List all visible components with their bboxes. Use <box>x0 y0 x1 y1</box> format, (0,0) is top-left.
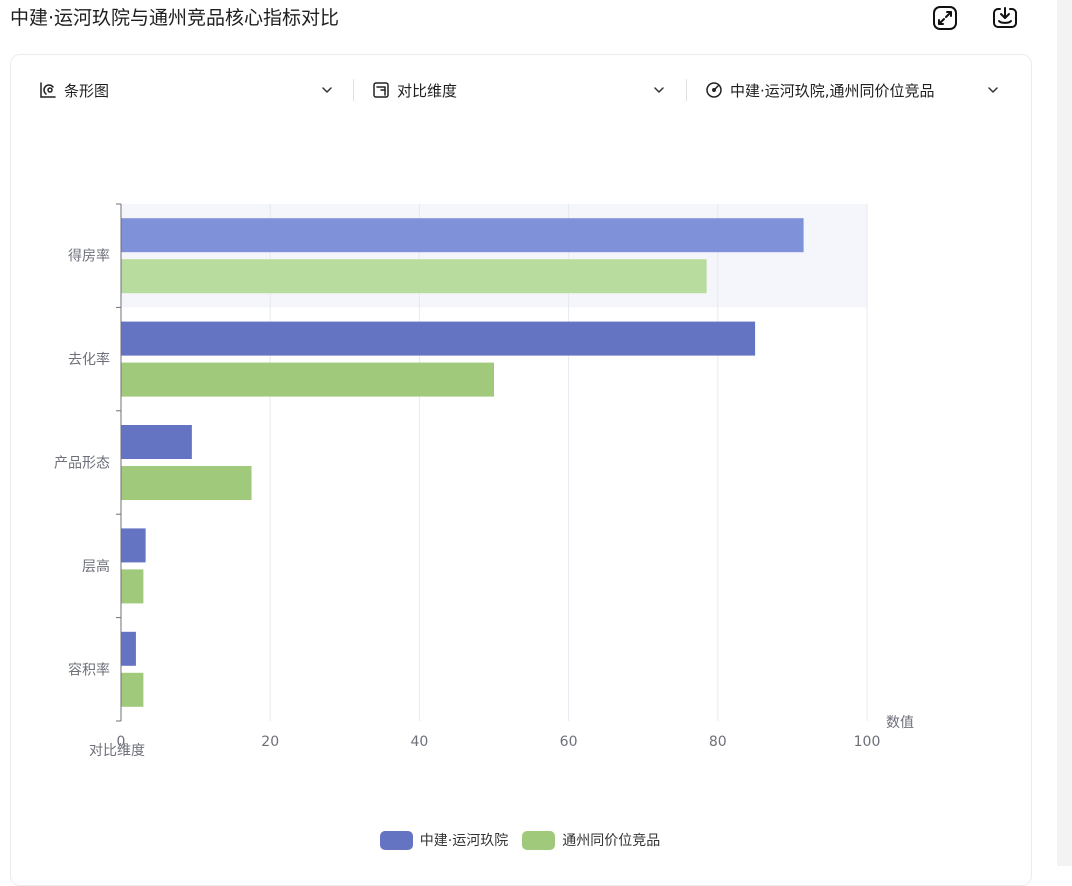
dimension-icon <box>372 81 390 99</box>
scrollbar-track[interactable] <box>1057 0 1072 866</box>
page-title: 中建·运河玖院与通州竞品核心指标对比 <box>10 7 340 29</box>
y-tick-label: 产品形态 <box>54 456 110 472</box>
legend-label: 通州同价位竞品 <box>562 833 661 849</box>
x-tick-label: 80 <box>709 734 727 750</box>
bar-1 <box>121 528 146 563</box>
x-axis-title: 数值 <box>886 715 914 731</box>
legend-label: 中建·运河玖院 <box>419 833 509 849</box>
target-icon <box>705 81 723 99</box>
bar-1 <box>121 321 756 356</box>
chart-type-label: 条形图 <box>64 81 110 100</box>
download-icon[interactable] <box>991 4 1019 32</box>
x-tick-label: 100 <box>854 734 881 750</box>
y-tick-label: 得房率 <box>68 248 110 265</box>
toolbar-divider <box>353 79 354 101</box>
y-tick-label: 去化率 <box>68 351 110 368</box>
chart-legend: 中建·运河玖院 通州同价位竞品 <box>0 830 1040 850</box>
x-tick-label: 60 <box>560 734 578 750</box>
bar-2 <box>121 466 252 500</box>
x-tick-label: 20 <box>261 734 279 750</box>
chart-toolbar: 条形图 对比维度 <box>11 75 1031 105</box>
bar-2 <box>121 569 144 604</box>
x-tick-label: 0 <box>117 734 126 750</box>
series-select-label: 中建·运河玖院,通州同价位竞品 <box>730 81 935 100</box>
toolbar-divider <box>686 79 687 101</box>
chart-type-select[interactable]: 条形图 <box>39 75 334 105</box>
expand-icon[interactable] <box>931 4 959 32</box>
bar-2 <box>121 259 707 294</box>
legend-item[interactable]: 通州同价位竞品 <box>522 830 660 850</box>
chevron-down-icon <box>320 83 334 97</box>
legend-swatch <box>379 830 413 850</box>
series-select[interactable]: 中建·运河玖院,通州同价位竞品 <box>705 75 1000 105</box>
bar-1 <box>121 218 804 253</box>
x-tick-label: 40 <box>410 734 428 750</box>
legend-swatch <box>522 830 556 850</box>
bar-1 <box>121 425 192 459</box>
dimension-label: 对比维度 <box>397 81 458 100</box>
chevron-down-icon <box>652 83 666 97</box>
chart-type-icon <box>39 81 57 99</box>
bar-1 <box>121 631 136 666</box>
bar-2 <box>121 362 494 397</box>
legend-item[interactable]: 中建·运河玖院 <box>379 830 509 850</box>
y-tick-label: 容积率 <box>68 661 110 678</box>
bar-2 <box>121 672 144 707</box>
y-tick-label: 层高 <box>82 558 110 575</box>
y-axis-title: 对比维度 <box>89 743 145 759</box>
dimension-select[interactable]: 对比维度 <box>372 75 666 105</box>
chevron-down-icon <box>986 83 1000 97</box>
